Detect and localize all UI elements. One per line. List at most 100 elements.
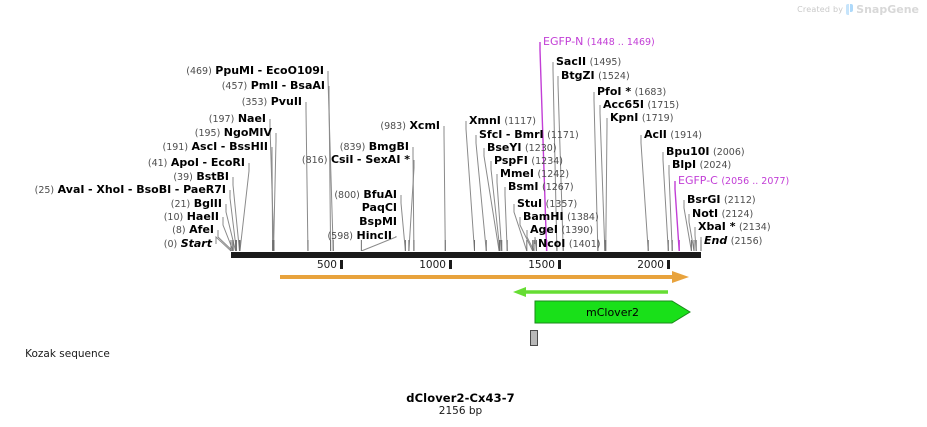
label-bamhi[interactable]: BamHI (1384) [523,211,599,224]
sequence-backbone[interactable] [231,251,701,259]
enzyme-name: KpnI [610,111,639,124]
enzyme-name: BglII [193,197,222,210]
mclover2-feature-arrow[interactable] [534,300,691,324]
label-bsmi[interactable]: BsmI (1267) [508,181,574,194]
site-position: (191) [162,142,189,153]
site-connector-line [513,204,528,252]
label-egfp-c[interactable]: EGFP-C (2056 .. 2077) [678,175,789,188]
label-pspfi[interactable]: PspFI (1234) [494,155,563,168]
site-position: (2124) [721,209,754,220]
label-bstbi[interactable]: (39) BstBI [0,171,229,184]
label-mmei[interactable]: MmeI (1242) [500,168,569,181]
label-haeii[interactable]: (10) HaeII [0,211,219,224]
ruler-tick-label: 2000 [637,259,664,271]
label-pmli-bsaai[interactable]: (457) PmlI - BsaAI [0,80,325,93]
feature-name: EGFP-C [678,174,718,187]
site-connector-line [519,217,534,252]
site-position: (197) [208,114,235,125]
green-thin-arrow[interactable] [513,287,668,297]
site-position: (1357) [545,199,578,210]
label-paqci[interactable]: PaqCI [0,202,397,214]
label-acc65i[interactable]: Acc65I (1715) [603,99,679,112]
label-ngomiv[interactable]: (195) NgoMIV [0,127,272,140]
label-bmgbi[interactable]: (839) BmgBI [0,141,409,154]
label-egfp-n[interactable]: EGFP-N (1448 .. 1469) [543,36,655,49]
label-bsrgi[interactable]: BsrGI (2112) [687,194,756,207]
label-xmni[interactable]: XmnI (1117) [469,115,536,128]
label-ppumi-ecoo109i[interactable]: (469) PpuMI - EcoO109I [0,65,324,78]
label-bseyi[interactable]: BseYI (1230) [487,142,557,155]
label-hincii[interactable]: (598) HincII [0,230,392,243]
enzyme-name: AvaI [57,183,85,196]
label-sacii[interactable]: SacII (1495) [556,56,621,69]
site-position: (1390) [561,225,594,236]
site-connector-line [225,204,237,252]
site-connector-line [412,147,415,252]
ruler-tick [557,260,561,269]
enzyme-name: NotI [692,207,719,220]
enzyme-name: Acc65I [603,98,644,111]
site-position: (800) [334,190,360,201]
enzyme-name: XcmI [409,119,440,132]
label-apoi-ecori[interactable]: (41) ApoI - EcoRI [0,157,245,170]
enzyme-name: BmgBI [368,140,409,153]
site-connector-line [539,42,548,252]
label-avai-xhoi-bsobi-paer7i[interactable]: (25) AvaI - XhoI - BsoBI - PaeR7I [0,184,226,197]
label-acli[interactable]: AclI (1914) [644,129,702,142]
label-asci-bsshii[interactable]: (191) AscI - BssHII [0,141,268,154]
site-connector-line [222,217,234,252]
label-kpni[interactable]: KpnI (1719) [610,112,673,125]
label-pfoi[interactable]: PfoI * (1683) [597,86,666,99]
site-position: (839) [339,142,366,153]
enzyme-name: HincII [356,229,392,242]
site-position: (21) [170,199,191,210]
site-connector-line [599,105,606,252]
label-end[interactable]: End (2156) [704,235,762,248]
label-csii-sexai[interactable]: (816) CsiI - SexAI * [0,154,410,167]
mclover2-label: mClover2 [586,305,639,319]
ruler-tick-label: 1500 [528,259,555,271]
label-btgzi[interactable]: BtgZI (1524) [561,70,630,83]
orange-backbone-arrow[interactable] [280,271,689,283]
site-connector-line [640,135,649,252]
label-blpi[interactable]: BlpI (2024) [672,159,731,172]
label-start[interactable]: (0) Start [0,238,212,251]
kozak-sequence-marker[interactable] [530,330,538,346]
site-position: (25) [34,185,55,196]
label-sfci-bmri[interactable]: SfcI - BmrI (1171) [479,129,579,142]
label-agei[interactable]: AgeI (1390) [530,224,593,237]
label-stui[interactable]: StuI (1357) [517,198,577,211]
site-position: (1171) [547,130,579,141]
site-position: (10) [163,212,184,223]
label-bspmi[interactable]: BspMI [0,216,397,228]
enzyme-name: BfuAI [363,188,397,201]
enzyme-name: BsmI [508,180,539,193]
site-connector-line [400,195,406,252]
enzyme-name: XbaI * [698,220,736,233]
label-bglii[interactable]: (21) BglII [0,198,222,211]
label-xbai[interactable]: XbaI * (2134) [698,221,771,234]
enzyme-name: PfoI * [597,85,632,98]
site-connector-line [271,147,274,252]
enzyme-name: HaeII [186,210,219,223]
label-pvuii[interactable]: (353) PvuII [0,96,302,109]
site-connector-line [217,230,234,252]
enzyme-name: BmrI [514,128,544,141]
enzyme-name: MmeI [500,167,534,180]
label-bpu10i[interactable]: Bpu10I (2006) [666,146,745,159]
label-ncoi[interactable]: NcoI (1401) [538,238,600,251]
enzyme-name: PaeR7I [183,183,226,196]
site-position: (816) [301,155,328,166]
label-naei[interactable]: (197) NaeI [0,113,266,126]
enzyme-name: AgeI [530,223,558,236]
terminus-name: Start [180,237,212,250]
label-afei[interactable]: (8) AfeI [0,224,214,237]
site-connector-line [232,177,240,252]
label-xcmi[interactable]: (983) XcmI [0,120,440,133]
site-position: (2006) [713,147,745,158]
label-noti[interactable]: NotI (2124) [692,208,753,221]
site-connector-line [490,161,501,252]
site-position: (1234) [531,156,563,167]
label-bfuai[interactable]: (800) BfuAI [0,189,397,202]
enzyme-separator: - [356,153,366,166]
